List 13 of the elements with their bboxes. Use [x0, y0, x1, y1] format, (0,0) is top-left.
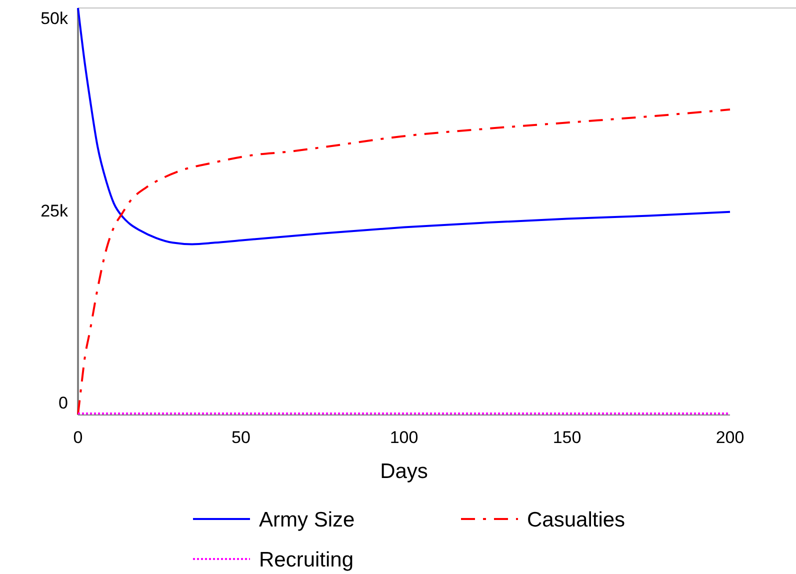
- line-series: [77, 7, 731, 246]
- x-tick-label: 0: [73, 428, 83, 447]
- y-tick-label: 0: [58, 394, 68, 413]
- x-axis-title: Days: [380, 460, 428, 483]
- x-tick-label: 200: [716, 428, 744, 447]
- legend-label: Casualties: [527, 508, 626, 532]
- legend-label: Recruiting: [259, 548, 354, 572]
- y-tick-label: 50k: [40, 8, 68, 28]
- y-tick-label: 25k: [40, 201, 68, 220]
- legend-label: Army Size: [259, 508, 355, 532]
- x-tick-label: 100: [390, 428, 418, 447]
- x-tick-label: 50: [232, 428, 250, 447]
- x-tick-label: 150: [552, 428, 582, 447]
